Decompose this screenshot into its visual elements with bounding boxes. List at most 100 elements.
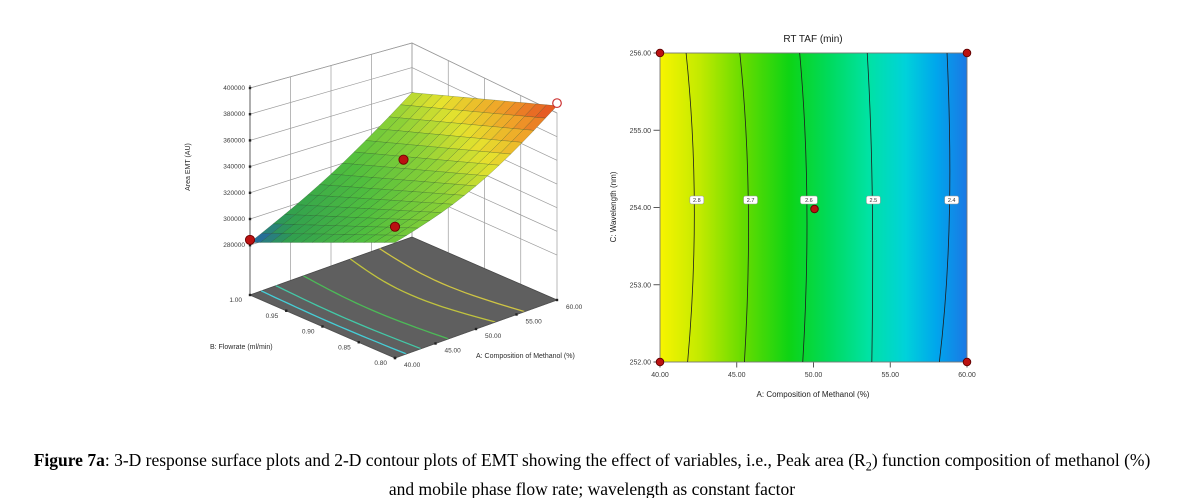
floor-plane [248,236,559,359]
contour-axes: 256.00 255.00 254.00 253.00 252.00 40.00 45.00… [630,51,976,380]
contour-design-point [655,48,665,58]
contour-label-pill [944,195,959,205]
surface-mesh-cell [318,173,342,186]
y-tick-label: 254.00 [630,205,652,212]
b-axis-label: B: Flowrate (ml/min) [210,344,273,351]
surface-mesh-cell [290,233,315,243]
z-tick-label: 340000 [223,164,245,171]
x-tick-label: 60.00 [958,372,976,379]
b-tick-mark [248,293,252,297]
surface-mesh-cell [381,178,405,191]
surface-mesh-cell [395,144,419,157]
floor-contour-line [379,248,525,313]
contour-design-point [655,357,665,367]
contour-label-pill [866,195,881,205]
surface-mesh-cell [338,186,362,198]
a-tick-mark [474,327,478,331]
z-tick-mark [248,217,252,221]
a-tick-label: 40.00 [404,362,421,369]
contour-lines [685,52,951,363]
b-tick-label: 0.85 [338,344,351,351]
a-tick-label: 55.00 [526,319,543,326]
y-tick-label: 252.00 [630,360,652,367]
z-tick-label: 360000 [223,137,245,144]
design-point-open [552,98,562,109]
design-point [398,154,409,165]
contour-label-value: 2.6 [805,198,813,204]
surface-mesh-cell [395,227,419,236]
contour-line-labels: 2.8 2.7 2.6 2.5 2.4 [689,195,959,205]
contour-x-axis-label: A: Composition of Methanol (%) [757,390,870,399]
b-tick-label: 0.80 [374,360,387,367]
surface-mesh-cell [465,174,489,187]
contour-label-value: 2.7 [747,198,755,204]
caption-figure-label: Figure 7a [33,450,105,470]
surface-mesh-cell [513,102,537,117]
surface-mesh-cell [383,234,408,243]
x-tick-label: 50.00 [805,372,823,379]
surface-floor [248,236,559,359]
contour-line [685,52,695,363]
contour-design-points [655,48,972,367]
surface-mesh-cell [294,205,318,216]
surface-mesh-cell [399,201,423,212]
surface-mesh-cell [337,197,361,208]
response-surface-mesh [249,92,558,243]
surface-design-points [244,98,562,245]
a-tick-mark [515,313,518,316]
contour-label-value: 2.8 [693,198,701,204]
caption-body-2: ) function composition of methanol (%) a… [388,450,1151,498]
surface-mesh-cell [351,164,375,177]
surface-mesh-cell [280,233,304,243]
a-tick-mark [555,298,559,302]
z-tick-mark [248,139,252,142]
x-tick-label: 55.00 [881,372,899,379]
b-tick-mark [321,325,324,328]
surface-mesh-cell [323,225,347,235]
b-tick-label: 0.90 [302,329,315,336]
contour-label-pill [800,195,818,205]
z-tick-label: 400000 [223,85,245,92]
surface-mesh-cell [382,167,406,180]
surface-plot-3d: 400000 380000 360000 340000 320000 300000 2800… [185,42,583,369]
a-tick-label: 50.00 [485,333,502,340]
contour-y-axis-label: C: Wavelength (nm) [609,171,618,242]
b-tick-label: 1.00 [229,297,242,304]
surface-mesh-cell [443,183,467,195]
z-axis-label: Area EMT (AU) [185,143,192,191]
surface-mesh-cell [422,182,446,194]
wall-grid-line [249,91,413,141]
surface-axes: 400000 380000 360000 340000 320000 300000 2800… [223,85,583,369]
contour-design-point [962,357,972,367]
floor-contour-line [350,258,496,323]
floor-contour-line [261,290,407,355]
figure-caption-text: Figure 7a: 3-D response surface plots an… [30,447,1155,498]
surface-mesh-cell [408,211,432,221]
contour-line [866,52,874,363]
b-tick-mark [357,341,360,344]
z-tick-mark [248,86,252,90]
z-tick-label: 380000 [223,111,245,118]
z-tick-mark [248,113,252,116]
y-tick-label: 255.00 [630,128,652,135]
contour-label-pill [743,195,758,205]
caption-subscript: 2 [865,459,872,474]
z-tick-mark [248,165,252,168]
surface-mesh-cell [423,171,447,183]
wall-grid-line [249,42,413,89]
surface-mesh-cell [430,203,454,213]
contour-design-point [810,204,819,214]
contour-line [739,52,749,363]
surface-mesh-cell [373,234,397,243]
contour-plot-2d: 256.00 255.00 254.00 253.00 252.00 40.00 45.00… [609,34,976,399]
design-point [389,221,401,232]
contour-line [799,52,808,363]
x-tick-label: 45.00 [728,372,746,379]
design-point [244,234,256,245]
z-tick-mark [248,191,252,194]
surface-mesh-cell [316,195,340,207]
contour-label-pill [689,195,705,205]
y-tick-label: 253.00 [630,282,652,289]
surface-mesh-cell [377,209,401,220]
